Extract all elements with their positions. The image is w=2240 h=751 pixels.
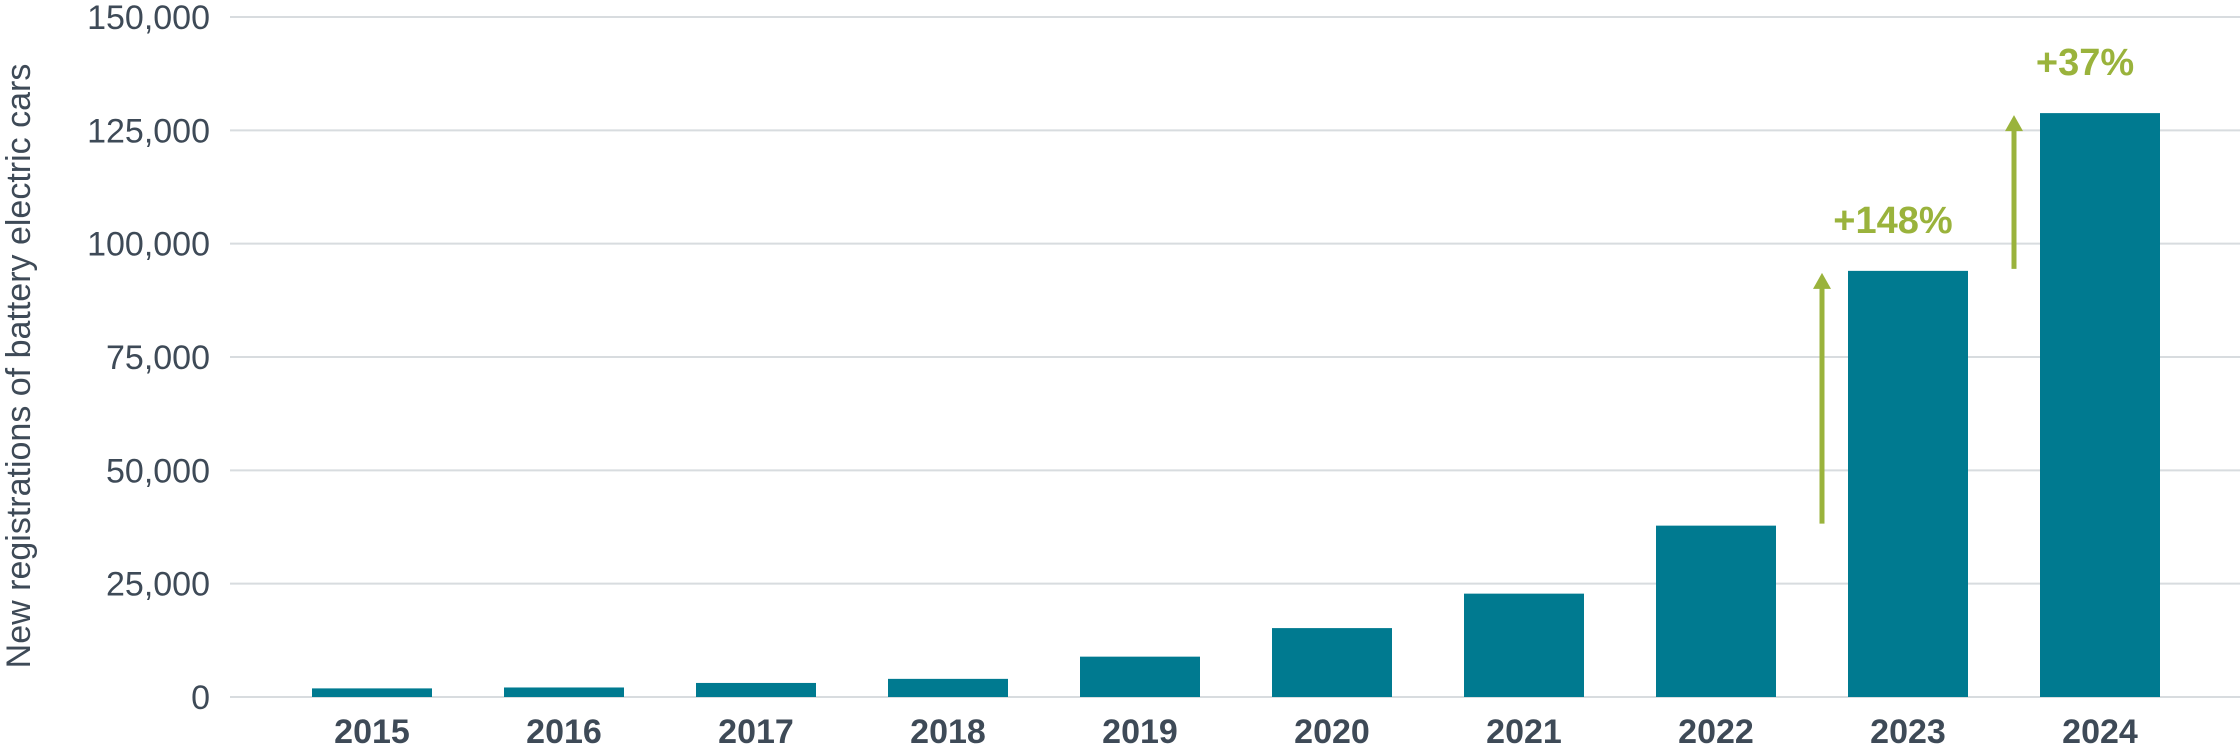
bar-2017: [696, 682, 816, 697]
growth-label: +148%: [1833, 200, 1952, 242]
bar-2020: [1272, 628, 1392, 697]
y-tick-label: 150,000: [87, 0, 210, 37]
growth-annotations: +148% +37%: [1813, 42, 2134, 524]
y-tick-label: 75,000: [106, 339, 210, 377]
x-tick-label: 2024: [2062, 713, 2138, 751]
x-axis-ticks: 2015 2016 2017 2018 2019 2020 2021 2022 2023 2024: [334, 713, 2138, 751]
growth-arrow-head: [1813, 272, 1831, 289]
x-tick-label: 2020: [1294, 713, 1370, 751]
bar-2019: [1080, 656, 1200, 697]
bar-2015: [312, 688, 432, 697]
y-axis-ticks: 0 25,000 50,000 75,000 100,000 125,000 150,000: [87, 0, 210, 717]
y-axis-label: New registrations of battery electric ca…: [0, 64, 38, 669]
bar-2018: [888, 678, 1008, 697]
x-tick-label: 2015: [334, 713, 410, 751]
x-tick-label: 2018: [910, 713, 986, 751]
x-tick-label: 2017: [718, 713, 794, 751]
x-tick-label: 2016: [526, 713, 602, 751]
y-tick-label: 50,000: [106, 452, 210, 490]
x-tick-label: 2023: [1870, 713, 1946, 751]
bar-2023: [1848, 270, 1968, 697]
x-tick-label: 2021: [1486, 713, 1562, 751]
bar-2022: [1656, 525, 1776, 697]
bars: [312, 113, 2160, 697]
y-tick-label: 125,000: [87, 112, 210, 150]
bar-2016: [504, 687, 624, 697]
bar-2024: [2040, 113, 2160, 697]
growth-arrow-head: [2005, 115, 2023, 132]
y-tick-label: 25,000: [106, 566, 210, 604]
x-tick-label: 2019: [1102, 713, 1178, 751]
y-tick-label: 0: [191, 679, 210, 717]
bar-2021: [1464, 593, 1584, 697]
gridlines: [230, 16, 2240, 698]
y-tick-label: 100,000: [87, 226, 210, 264]
growth-label: +37%: [2036, 42, 2134, 84]
x-tick-label: 2022: [1678, 713, 1754, 751]
